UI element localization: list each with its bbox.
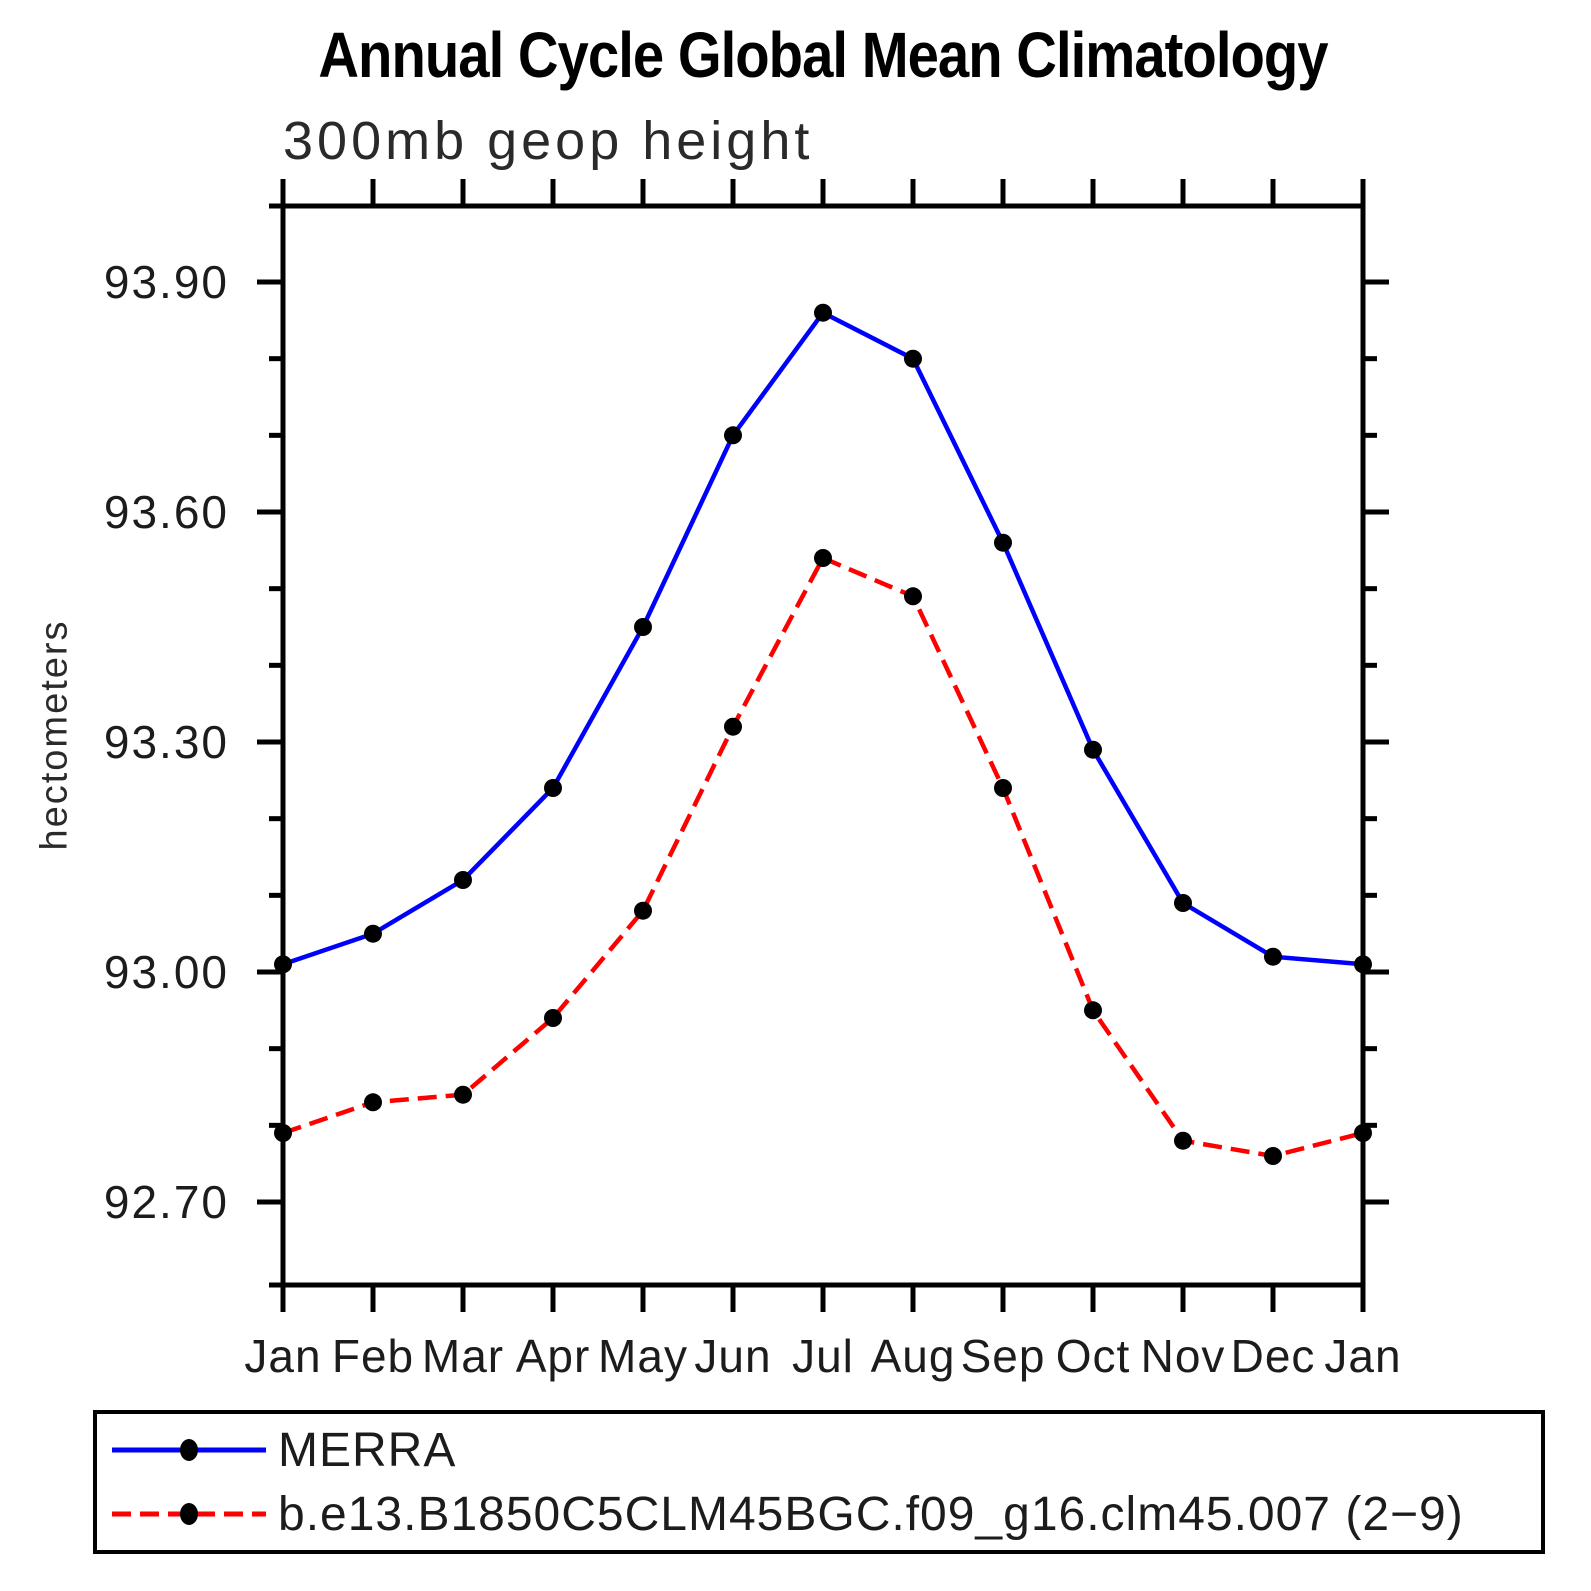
data-point	[544, 1009, 562, 1027]
legend-item-model: b.e13.B1850C5CLM45BGC.f09_g16.clm45.007 …	[112, 1484, 1464, 1544]
legend-box: MERRA b.e13.B1850C5CLM45BGC.f09_g16.clm4…	[93, 1410, 1545, 1554]
data-point	[1354, 1124, 1372, 1142]
model-line-sample	[112, 1503, 266, 1525]
data-point	[364, 924, 382, 943]
month-tick-label: Apr	[516, 1330, 591, 1382]
data-point	[1264, 1147, 1282, 1165]
month-tick-label: Jul	[792, 1330, 854, 1382]
data-point	[904, 349, 922, 368]
data-point	[1084, 1001, 1102, 1020]
legend-label-model: b.e13.B1850C5CLM45BGC.f09_g16.clm45.007 …	[278, 1487, 1464, 1541]
data-point	[994, 779, 1012, 797]
chart-subtitle: 300mb geop height	[283, 111, 814, 171]
chart-title: Annual Cycle Global Mean Climatology	[318, 19, 1328, 92]
data-point	[274, 955, 292, 974]
model-line	[282, 555, 1364, 1159]
data-point	[724, 717, 742, 736]
merra-line	[282, 309, 1364, 967]
y-tick-label: 93.00	[104, 946, 229, 998]
month-tick-label: Oct	[1056, 1330, 1131, 1382]
data-point	[814, 303, 832, 322]
data-point	[634, 618, 652, 636]
data-point	[1354, 955, 1372, 974]
data-point	[274, 1124, 292, 1142]
data-point	[634, 901, 652, 920]
merra-line-sample	[112, 1439, 266, 1461]
legend-item-merra: MERRA	[112, 1420, 456, 1480]
legend-marker-icon	[180, 1503, 198, 1525]
data-point	[364, 1093, 382, 1112]
data-point	[724, 426, 742, 445]
month-tick-label: Aug	[871, 1330, 956, 1382]
month-tick-label: Feb	[332, 1330, 414, 1382]
month-tick-label: Jun	[694, 1330, 771, 1382]
data-point	[544, 779, 562, 797]
y-tick-label: 93.90	[104, 256, 229, 308]
data-point	[454, 1085, 472, 1104]
legend-label-merra: MERRA	[278, 1423, 457, 1477]
month-tick-label: Mar	[422, 1330, 504, 1382]
y-tick-label: 92.70	[104, 1176, 229, 1228]
month-tick-label: Nov	[1141, 1330, 1226, 1382]
month-tick-label: May	[598, 1330, 688, 1382]
month-tick-label: Jan	[1324, 1330, 1401, 1382]
data-point	[1084, 740, 1102, 759]
y-tick-label: 93.60	[104, 486, 229, 538]
data-point	[904, 587, 922, 606]
legend-marker-icon	[180, 1439, 198, 1461]
data-point	[814, 549, 832, 567]
month-tick-label: Sep	[961, 1330, 1046, 1382]
month-tick-label: Dec	[1231, 1330, 1316, 1382]
data-point	[1174, 1131, 1192, 1150]
data-point	[994, 533, 1012, 552]
data-point	[1174, 894, 1192, 912]
y-tick-label: 93.30	[104, 716, 229, 768]
data-point	[1264, 947, 1282, 966]
month-tick-label: Jan	[244, 1330, 321, 1382]
data-point	[454, 871, 472, 889]
axis-border	[280, 203, 1366, 1288]
